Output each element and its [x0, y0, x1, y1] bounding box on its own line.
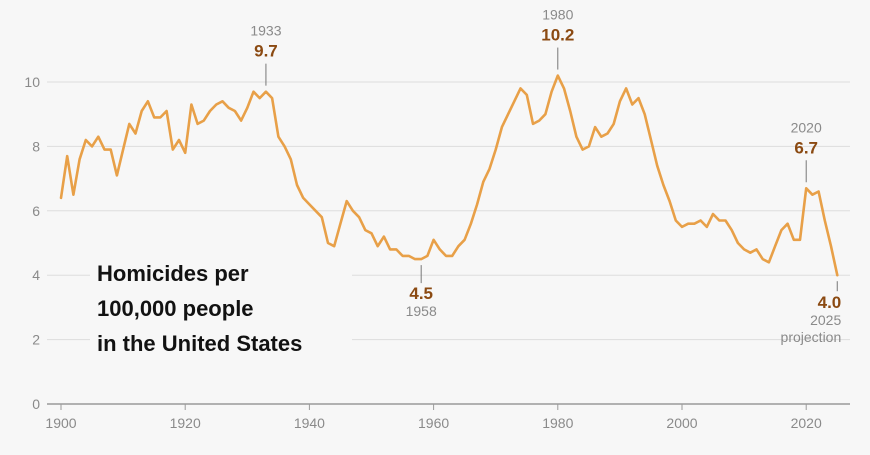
series-homicide-rate: [59, 74, 839, 277]
annotation-value: 4.5: [409, 284, 433, 303]
y-tick-label: 2: [32, 332, 40, 348]
y-tick-label: 6: [32, 203, 40, 219]
annotation-value: 6.7: [794, 138, 818, 157]
annotation-year: 2020: [791, 119, 822, 135]
x-tick-label: 1940: [294, 415, 325, 431]
annotation-value: 10.2: [541, 26, 574, 45]
annotation-year: 1933: [250, 23, 281, 39]
y-tick-label: 4: [32, 267, 40, 283]
x-tick-label: 1920: [170, 415, 201, 431]
annotation-year: 1980: [542, 7, 573, 23]
chart-title: Homicides per 100,000 people in the United…: [90, 254, 352, 366]
annotation-year: 2025: [810, 312, 841, 328]
title-line: Homicides per: [97, 261, 249, 286]
y-tick-label: 10: [24, 74, 40, 90]
x-tick-label: 2020: [791, 415, 822, 431]
title-background: [90, 254, 352, 366]
annotation-note: projection: [781, 329, 842, 345]
x-tick-label: 2000: [666, 415, 697, 431]
x-tick-label: 1960: [418, 415, 449, 431]
y-tick-label: 0: [32, 396, 40, 412]
annotation-year: 1958: [406, 303, 437, 319]
annotation-value: 4.0: [818, 293, 842, 312]
series-line: [59, 74, 839, 277]
x-axis: 1900 1920 1940 1960 1980 2000 2020: [45, 404, 822, 431]
y-axis: 0 2 4 6 8 10: [24, 74, 40, 412]
x-tick-label: 1980: [542, 415, 573, 431]
x-tick-label: 1900: [45, 415, 76, 431]
annotation-value: 9.7: [254, 42, 278, 61]
title-line: 100,000 people: [97, 296, 254, 321]
title-line: in the United States: [97, 331, 302, 356]
y-tick-label: 8: [32, 138, 40, 154]
